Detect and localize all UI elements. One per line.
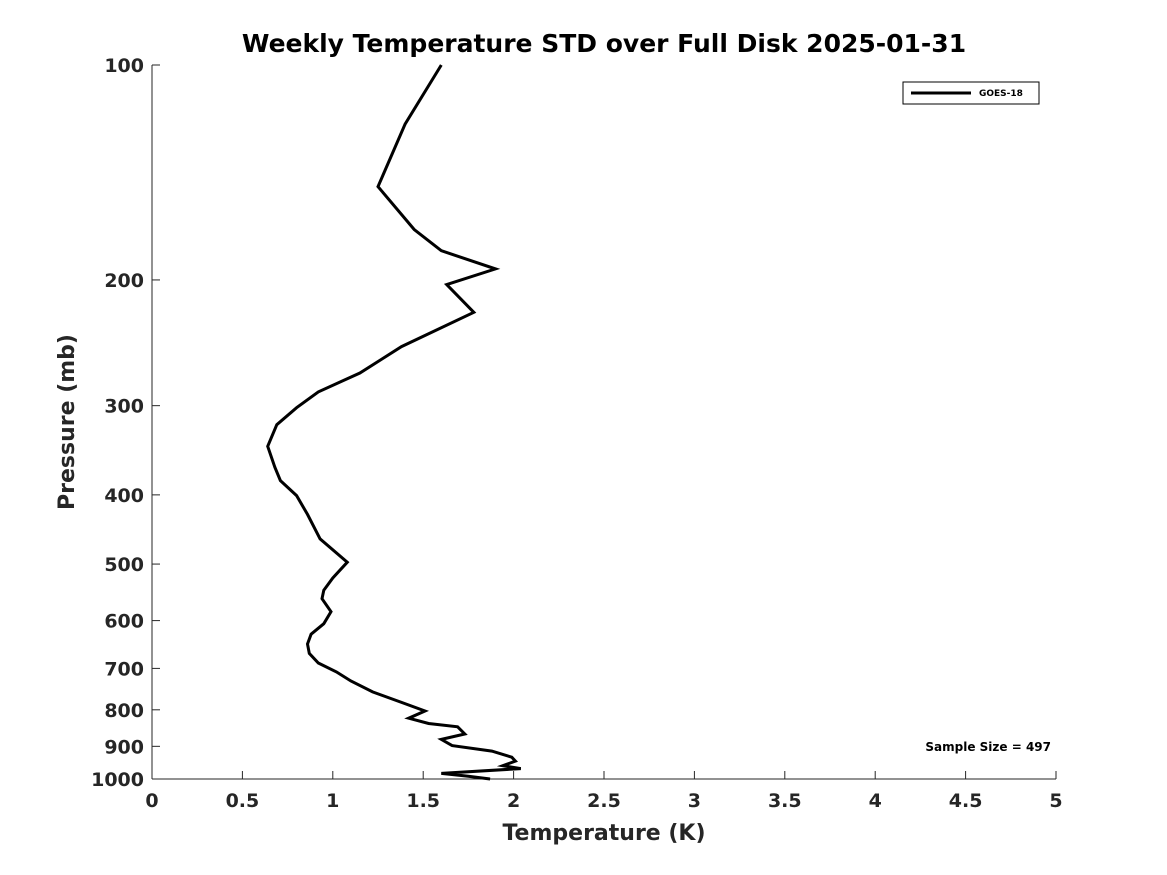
x-ticks: 0 0.5 1 1.5 2 2.5 3 3.5 4 4.5 5 xyxy=(145,771,1063,812)
y-tick-label: 800 xyxy=(104,700,144,722)
legend-label-goes-18: GOES-18 xyxy=(979,89,1023,99)
x-tick-label: 2.5 xyxy=(587,790,621,812)
y-tick-label: 100 xyxy=(104,55,144,77)
sample-size-annotation: Sample Size = 497 xyxy=(925,740,1051,754)
series-line-goes-18 xyxy=(266,64,522,781)
y-tick-label: 400 xyxy=(104,485,144,507)
x-tick-label: 0.5 xyxy=(226,790,260,812)
y-tick-label: 600 xyxy=(104,611,144,633)
x-tick-label: 5 xyxy=(1049,790,1062,812)
x-axis-label: Temperature (K) xyxy=(502,821,705,846)
x-tick-label: 1 xyxy=(326,790,339,812)
x-tick-label: 0 xyxy=(145,790,158,812)
x-tick-label: 4.5 xyxy=(949,790,983,812)
y-tick-label: 500 xyxy=(104,554,144,576)
x-tick-label: 4 xyxy=(869,790,882,812)
y-tick-label: 300 xyxy=(104,396,144,418)
legend: GOES-18 xyxy=(902,81,1040,105)
y-tick-label: 1000 xyxy=(91,769,144,791)
x-tick-label: 3.5 xyxy=(768,790,802,812)
y-ticks: 100 200 300 400 500 600 700 800 900 1000 xyxy=(91,55,160,791)
chart-title: Weekly Temperature STD over Full Disk 20… xyxy=(242,29,966,58)
x-tick-label: 3 xyxy=(688,790,701,812)
y-tick-label: 900 xyxy=(104,736,144,758)
y-tick-label: 700 xyxy=(104,658,144,680)
x-tick-label: 2 xyxy=(507,790,520,812)
x-tick-label: 1.5 xyxy=(406,790,440,812)
y-tick-label: 200 xyxy=(104,270,144,292)
series-layer xyxy=(266,64,522,781)
y-axis-label: Pressure (mb) xyxy=(55,334,80,510)
